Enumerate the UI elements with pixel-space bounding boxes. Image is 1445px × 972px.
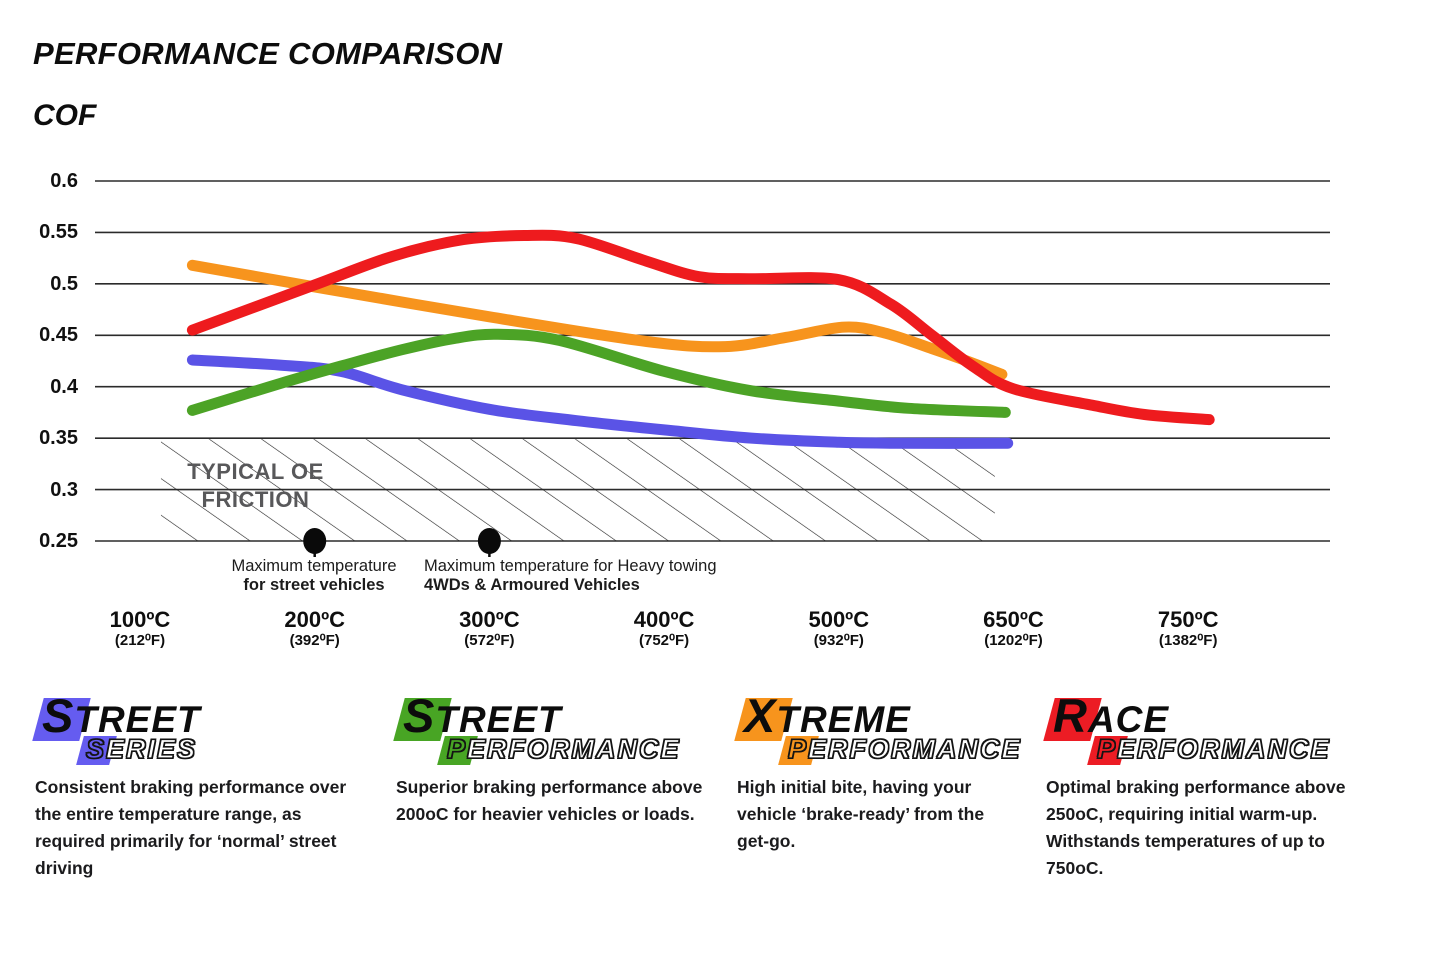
logo-word1: STREET (403, 688, 562, 756)
legend-description: High initial bite, having your vehicle ‘… (737, 777, 985, 851)
x-axis-tick-celsius: 400ºC (633, 607, 695, 632)
logo-word2: PERFORMANCE (1096, 733, 1331, 764)
logo-word2-initial: S (85, 733, 107, 764)
typical-oe-friction-label: TYPICAL OE FRICTION (178, 458, 333, 514)
x-axis-tick-celsius: 750ºC (1157, 607, 1219, 632)
y-axis-tick-label: 0.5 (50, 272, 78, 295)
page-title: PERFORMANCE COMPARISON (33, 36, 503, 71)
y-axis-tick-label: 0.35 (39, 427, 78, 450)
logo-word2: PERFORMANCE (446, 733, 681, 764)
logo-word1-initial: R (1053, 689, 1088, 742)
x-axis-tick-celsius: 650ºC (983, 607, 1044, 632)
logo-word1-rest: ACE (1087, 699, 1170, 740)
annotation-max-temp-heavy-towing: Maximum temperature for Heavy towing 4WD… (424, 557, 734, 594)
logo-word2-rest: ERFORMANCE (466, 733, 681, 764)
oe-label-line1: TYPICAL OE (187, 459, 324, 484)
logo-word1-rest: TREET (435, 699, 562, 740)
logo-word1: RACE (1053, 688, 1169, 756)
series-xtreme-performance (186, 259, 1008, 380)
logo-word2-initial: P (1096, 733, 1118, 764)
y-axis-tick-label: 0.6 (50, 170, 78, 192)
x-axis-tick-celsius: 100ºC (109, 607, 171, 632)
logo-word2-rest: ERFORMANCE (1116, 733, 1331, 764)
legend-description: Consistent braking performance over the … (35, 777, 347, 878)
logo-word2: PERFORMANCE (787, 733, 1022, 764)
y-axis-tick-label: 0.3 (50, 478, 78, 501)
x-axis-tick-celsius: 200ºC (284, 607, 345, 632)
typical-oe-friction-zone (160, 439, 995, 541)
logo-word1: XTREME (744, 688, 911, 756)
y-axis-title: COF (33, 99, 97, 132)
y-axis-tick-label: 0.25 (39, 530, 78, 552)
logo-word1: STREET (42, 688, 201, 756)
logo-word2-initial: P (446, 733, 468, 764)
max-temperature-marker-dot (303, 528, 327, 554)
y-axis-tick-label: 0.45 (39, 324, 78, 347)
x-axis-tick-fahrenheit: (392⁰F) (289, 632, 340, 649)
x-axis-tick-celsius: 300ºC (459, 607, 520, 632)
logo-word1-initial: S (403, 689, 436, 742)
logo-word1-rest: TREME (776, 699, 911, 740)
series-street-performance (186, 328, 1011, 418)
x-axis-tick-fahrenheit: (1202⁰F) (984, 632, 1043, 649)
legend-description: Optimal braking performance above 250oC,… (1046, 777, 1346, 878)
annotation-max-temp-street: Maximum temperature for street vehicles (229, 557, 399, 594)
logo-word1-initial: S (42, 689, 75, 742)
logo-word2-rest: ERIES (105, 733, 198, 764)
annotation-line1: Maximum temperature for Heavy towing (424, 557, 717, 575)
y-axis-tick-label: 0.55 (39, 221, 78, 244)
x-axis-tick-fahrenheit: (752⁰F) (638, 632, 690, 649)
annotation-line2: 4WDs & Armoured Vehicles (424, 575, 640, 594)
x-axis-tick-celsius: 500ºC (808, 607, 870, 632)
logo-word1-initial: X (744, 689, 777, 742)
logo-word1-rest: TREET (74, 699, 201, 740)
x-axis-tick-fahrenheit: (1382⁰F) (1158, 632, 1218, 649)
logo-word2: SERIES (85, 733, 198, 764)
legend-description: Superior braking performance above 200oC… (396, 777, 703, 824)
series-race-performance (186, 229, 1215, 426)
x-axis-tick-fahrenheit: (932⁰F) (813, 632, 864, 649)
x-axis-tick-fahrenheit: (572⁰F) (464, 632, 515, 649)
max-temperature-marker-dot (477, 528, 501, 554)
oe-label-line2: FRICTION (201, 487, 310, 512)
y-axis-tick-label: 0.4 (50, 375, 78, 398)
x-axis-tick-fahrenheit: (212⁰F) (114, 632, 166, 649)
annotation-line2: for street vehicles (243, 575, 385, 594)
logo-word2-initial: P (787, 733, 809, 764)
logo-word2-rest: ERFORMANCE (807, 733, 1022, 764)
annotation-line1: Maximum temperature (231, 557, 397, 575)
